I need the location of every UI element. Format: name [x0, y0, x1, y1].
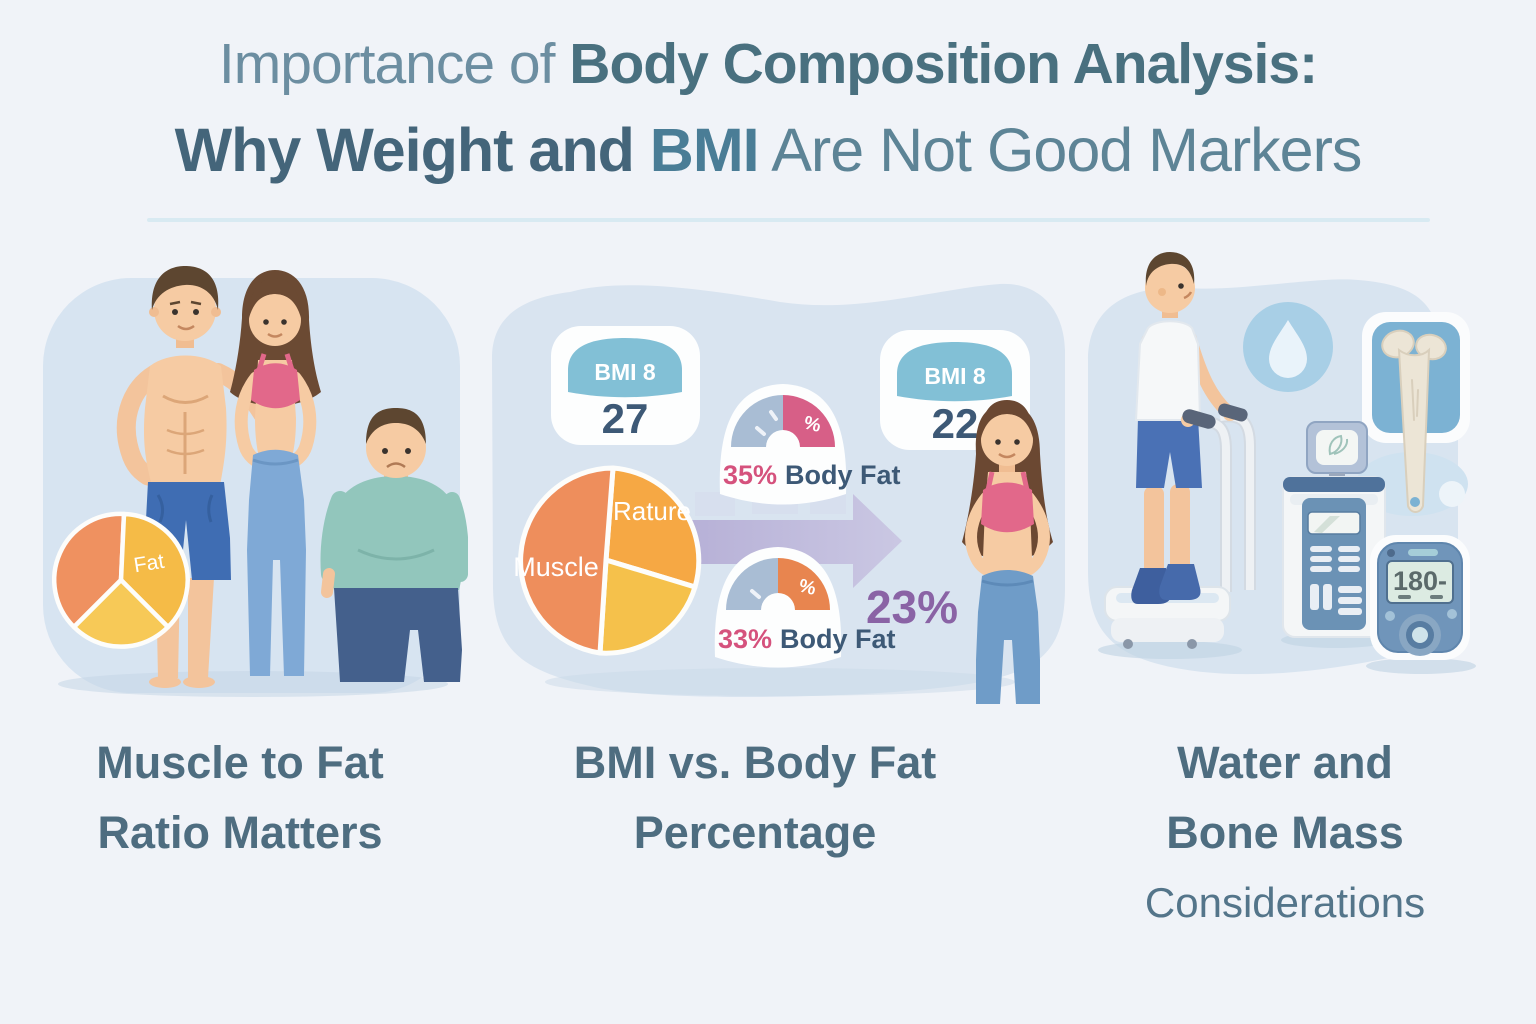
- caption-line: Bone Mass: [1166, 807, 1404, 858]
- panel-bmi-vs-bodyfat: BMI 8 27 BMI 8 22 Muscle Rature: [492, 283, 1065, 704]
- bone-xray-icon: [1362, 312, 1470, 513]
- gauge-percent-symbol: %: [802, 412, 824, 436]
- overweight-man-figure: [320, 408, 468, 682]
- title-segment-bmi: BMI: [649, 116, 760, 184]
- gauge-label: Body Fat: [780, 624, 896, 654]
- ground-shadow: [545, 668, 1015, 696]
- title-line-2: Why Weight and BMI Are Not Good Markers: [0, 106, 1536, 194]
- gauge-value: 35%: [723, 460, 777, 490]
- caption-muscle-fat: Muscle to Fat Ratio Matters: [40, 728, 440, 868]
- caption-line: Percentage: [633, 807, 877, 858]
- pie-slice-label-fat: Fat: [132, 550, 166, 577]
- caption-bmi-bodyfat: BMI vs. Body Fat Percentage: [520, 728, 990, 868]
- title-segment: Are Not Good Markers: [758, 116, 1362, 184]
- gauge-value: 33%: [718, 624, 772, 654]
- caption-line: Considerations: [1144, 879, 1426, 926]
- caption-water-bone: Water and Bone Mass Considerations: [1085, 728, 1485, 938]
- title-line-1: Importance of Body Composition Analysis:: [0, 22, 1536, 106]
- caption-line: Muscle to Fat: [96, 737, 384, 788]
- pie-slice-label-muscle: Muscle: [513, 552, 599, 582]
- fit-woman-figure: [230, 270, 321, 676]
- panel-water-bone-devices: 180-: [1088, 252, 1476, 675]
- bmi-card-value: 27: [602, 395, 649, 442]
- caption-line: BMI vs. Body Fat: [573, 737, 937, 788]
- muscle-pie-chart: Muscle Rature: [513, 465, 702, 656]
- bmi-card-value: 22: [932, 400, 979, 447]
- slim-woman-figure: [962, 400, 1053, 704]
- title-segment: Body Composition Analysis:: [569, 32, 1318, 96]
- bmi-card-header: BMI 8: [924, 363, 986, 389]
- percent-gauge-2: % 33% Body Fat: [714, 547, 896, 668]
- title-segment: Importance of: [218, 32, 570, 96]
- percent-gauge-1: % 35% Body Fat: [719, 384, 901, 505]
- ground-shadow: [1366, 658, 1476, 674]
- gauge-percent-symbol: %: [797, 575, 819, 599]
- caption-line: Water and: [1177, 737, 1393, 788]
- bmi-card-1: BMI 8 27: [551, 326, 700, 445]
- device-display-value: 180-: [1393, 566, 1447, 596]
- page-title: Importance of Body Composition Analysis:…: [0, 22, 1536, 194]
- man-on-scale-figure: [1131, 252, 1248, 604]
- bmi-card-header: BMI 8: [594, 359, 656, 385]
- analyzer-tower-icon: [1282, 421, 1386, 638]
- title-segment: Why Weight and: [174, 116, 650, 184]
- backdrop-dot: [1439, 481, 1465, 507]
- fit-man-figure: [116, 266, 271, 688]
- caption-line: Ratio Matters: [97, 807, 383, 858]
- water-drop-icon: [1243, 302, 1333, 392]
- fat-pie-chart: Fat: [51, 511, 190, 649]
- title-divider: [147, 218, 1430, 222]
- panel-muscle-fat-illustration: Fat: [43, 266, 468, 697]
- result-percent-value: 23%: [866, 581, 958, 633]
- gauge-label: Body Fat: [785, 460, 901, 490]
- ground-shadow: [1098, 641, 1242, 659]
- handheld-device-icon: 180-: [1370, 535, 1470, 660]
- pie-slice-label-rature: Rature: [613, 496, 691, 526]
